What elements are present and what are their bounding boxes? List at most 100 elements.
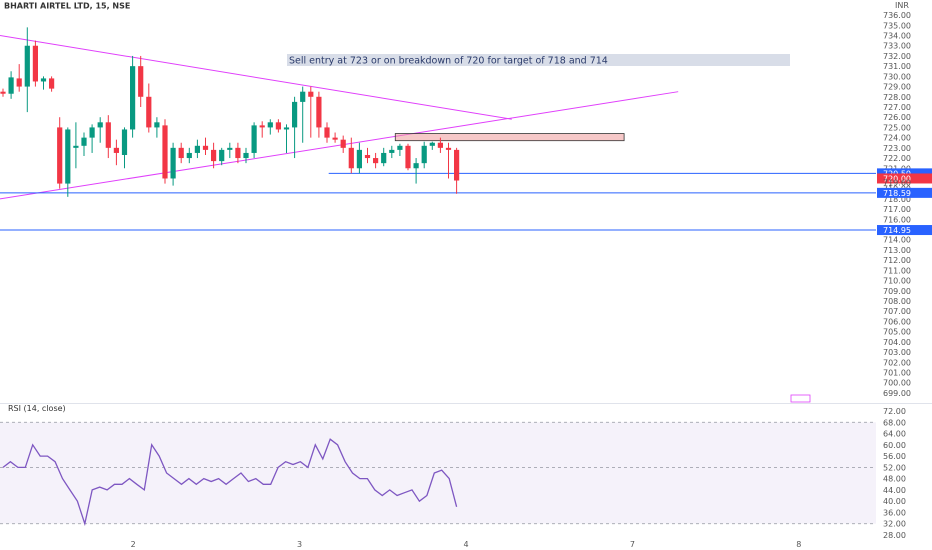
candle-body	[316, 96, 322, 128]
price-tick-label: 736.00	[883, 11, 911, 20]
price-tick-label: 709.00	[883, 287, 911, 296]
price-tick-label: 707.00	[883, 307, 911, 316]
resistance-zone-rectangle[interactable]	[394, 133, 625, 142]
candle-body	[202, 145, 209, 150]
candle-body	[154, 122, 160, 128]
horizontal-price-levels	[0, 172, 876, 231]
price-tick-label: 713.00	[883, 246, 911, 255]
price-tick-label: 699.00	[883, 389, 911, 398]
rsi-tick-label: 68.00	[883, 418, 906, 427]
candle-body	[235, 147, 241, 159]
time-tick-label: 8	[796, 540, 801, 549]
candle-body	[324, 127, 330, 138]
rsi-line	[2, 438, 458, 527]
candle-body	[275, 122, 281, 130]
candle-body	[454, 149, 460, 181]
price-tick-label: 700.00	[883, 379, 911, 388]
rsi-band-background	[0, 422, 876, 524]
candle-body	[243, 152, 249, 159]
price-tag-level-3-bg	[877, 225, 932, 236]
candle-body	[105, 122, 111, 148]
candle-body	[73, 145, 79, 148]
time-axis: 2 3 4 7 8	[131, 540, 802, 549]
trend-lines	[0, 35, 679, 200]
price-tag-current-bg	[877, 173, 932, 184]
price-tick-label: 703.00	[883, 348, 911, 357]
price-tick-label: 701.00	[883, 368, 911, 377]
candle-body	[429, 142, 435, 146]
price-tag-level-2: 718.59	[883, 189, 911, 198]
price-tick-label: 729.00	[883, 83, 911, 92]
candle-body	[121, 129, 128, 155]
candle-body	[0, 91, 6, 94]
annotation-text[interactable]: Sell entry at 723 or on breakdown of 720…	[289, 56, 608, 67]
candle-body	[421, 145, 427, 164]
price-tick-label: 712.00	[883, 256, 911, 265]
price-tag-current: 720.00	[883, 174, 911, 183]
candle-body	[186, 152, 192, 159]
candle-body	[219, 149, 225, 162]
candle-body	[283, 127, 290, 130]
candle-body	[397, 145, 403, 150]
candle-body	[97, 122, 103, 128]
price-tick-label: 702.00	[883, 358, 911, 367]
candle-body	[251, 125, 257, 153]
price-tag-level-2-bg	[877, 187, 932, 198]
price-tag-level-3: 714.95	[883, 226, 911, 235]
price-tick-label: 714.00	[883, 236, 911, 245]
price-tick-label: 710.00	[883, 277, 911, 286]
rsi-tick-label: 60.00	[883, 441, 906, 450]
rsi-tick-label: 32.00	[883, 520, 906, 529]
rsi-tick-label: 72.00	[883, 407, 906, 416]
candle-body	[178, 147, 184, 159]
price-tick-label: 728.00	[883, 93, 911, 102]
rsi-tick-label: 64.00	[883, 430, 906, 439]
candle-body	[340, 139, 346, 148]
rsi-tick-label: 48.00	[883, 475, 906, 484]
candle-body	[89, 127, 95, 138]
candle-body	[389, 149, 395, 153]
candle-body	[405, 145, 411, 169]
candle-body	[437, 142, 443, 148]
annotation-background	[287, 54, 790, 66]
time-tick-label: 2	[131, 540, 136, 549]
symbol-title: BHARTI AIRTEL LTD, 15, NSE	[4, 2, 130, 11]
price-tick-label: 732.00	[883, 52, 911, 61]
price-tick-label: 717.00	[883, 205, 911, 214]
price-tick-label: 725.00	[883, 123, 911, 132]
price-tick-label: 730.00	[883, 72, 911, 81]
candle-body	[267, 122, 273, 128]
price-tick-label: 716.00	[883, 215, 911, 224]
price-tick-label: 722.00	[883, 154, 911, 163]
candle-body	[57, 127, 63, 184]
price-tick-label: 706.00	[883, 317, 911, 326]
candle-body	[300, 91, 306, 102]
candle-body	[373, 158, 379, 164]
price-tick-label: 731.00	[883, 62, 911, 71]
candle-body	[146, 96, 152, 128]
candle-body	[364, 154, 371, 159]
candle-body	[445, 147, 452, 150]
candle-body	[24, 45, 30, 87]
rsi-tick-label: 28.00	[883, 531, 906, 540]
time-tick-label: 3	[297, 540, 302, 549]
candle-body	[16, 78, 22, 87]
price-tick-label: 705.00	[883, 328, 911, 337]
price-tick-label: 735.00	[883, 21, 911, 30]
rsi-axis: 72.00 68.00 64.00 60.00 56.00 52.00 48.00 44.00…	[883, 407, 906, 540]
candle-body	[194, 145, 200, 153]
candlestick-series	[0, 27, 460, 197]
candle-body	[162, 125, 168, 179]
candle-body	[8, 77, 14, 94]
currency-label: INR	[895, 1, 909, 10]
rsi-tick-label: 52.00	[883, 463, 906, 472]
time-tick-label: 4	[463, 540, 468, 549]
scroll-marker-icon[interactable]	[790, 394, 811, 403]
candle-body	[259, 125, 265, 128]
candle-body	[308, 91, 314, 97]
trend-line	[0, 91, 679, 200]
candle-body	[81, 137, 87, 146]
candle-body	[381, 152, 387, 164]
